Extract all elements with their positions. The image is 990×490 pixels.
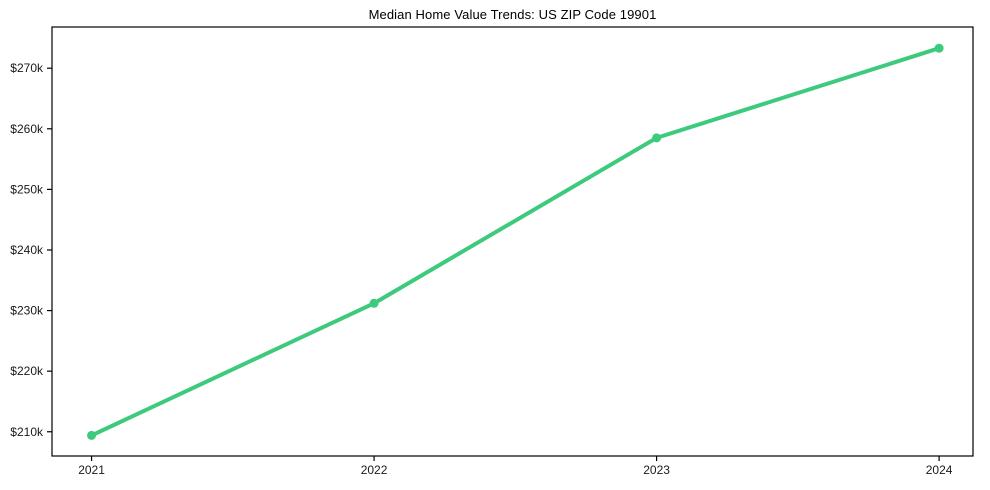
y-tick-label: $250k xyxy=(10,182,44,196)
y-tick-label: $230k xyxy=(10,304,44,318)
trend-line xyxy=(89,46,942,438)
x-tick-label: 2023 xyxy=(643,463,670,477)
data-point-marker xyxy=(87,430,97,440)
x-tick-label: 2022 xyxy=(361,463,388,477)
plot-border xyxy=(51,26,974,457)
chart-title: Median Home Value Trends: US ZIP Code 19… xyxy=(368,7,657,22)
y-tick-label: $240k xyxy=(10,243,44,257)
x-tick-label: 2024 xyxy=(926,463,953,477)
plot-area: $210k $220k $230k $240k $250k $260k $270k 2021 2… xyxy=(10,26,974,477)
y-tick-label: $270k xyxy=(10,61,44,75)
x-tick-label: 2021 xyxy=(78,463,105,477)
y-tick-label: $260k xyxy=(10,122,44,136)
data-point-marker xyxy=(369,298,379,308)
data-point-marker xyxy=(652,133,662,143)
y-tick-label: $210k xyxy=(10,425,44,439)
data-point-marker xyxy=(934,43,944,53)
y-tick-label: $220k xyxy=(10,364,44,378)
